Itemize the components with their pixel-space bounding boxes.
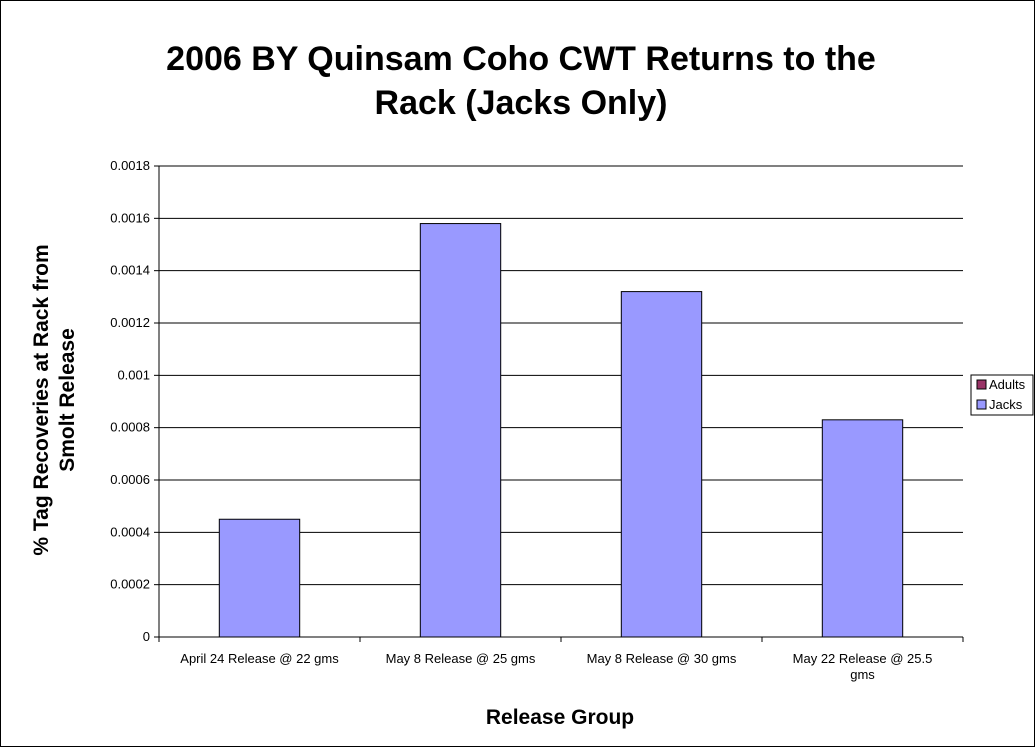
y-axis-title-line-1: % Tag Recoveries at Rack from xyxy=(30,244,53,555)
y-axis-title-line-2: Smolt Release xyxy=(56,328,79,472)
y-tick-labels: 0 0.0002 0.0004 0.0006 0.0008 0.001 0.0012 0.00… xyxy=(110,158,150,644)
chart-title-line-1: 2006 BY Quinsam Coho CWT Returns to the xyxy=(166,40,876,78)
y-tick-label: 0.0016 xyxy=(110,210,150,225)
chart-title: 2006 BY Quinsam Coho CWT Returns to the … xyxy=(41,37,1001,125)
bar-jacks xyxy=(419,223,502,638)
y-tick-label: 0.0008 xyxy=(110,420,150,435)
legend-label-adults: Adults xyxy=(989,377,1026,392)
axes xyxy=(154,165,964,642)
y-tick-label: 0.0002 xyxy=(110,577,150,592)
y-tick-label: 0.0004 xyxy=(110,524,150,539)
legend: Adults Jacks xyxy=(970,374,1034,416)
legend-swatch-adults xyxy=(976,379,987,390)
bar-jacks xyxy=(620,291,703,638)
x-axis-title: Release Group xyxy=(486,706,634,729)
chart-title-line-2: Rack (Jacks Only) xyxy=(374,84,668,122)
bar-jacks xyxy=(821,419,904,638)
y-tick-label: 0.0018 xyxy=(110,158,150,173)
y-tick-label: 0.001 xyxy=(117,367,150,382)
legend-label-jacks: Jacks xyxy=(989,397,1023,412)
x-tick-labels: April 24 Release @ 22 gms May 8 Release @… xyxy=(180,651,932,682)
y-tick-label: 0.0014 xyxy=(110,263,150,278)
y-axis-title: % Tag Recoveries at Rack from Smolt Rele… xyxy=(30,244,79,555)
bar-jacks xyxy=(218,518,301,638)
y-tick-label: 0.0006 xyxy=(110,472,150,487)
x-tick-label: May 22 Release @ 25.5 gms xyxy=(793,651,933,682)
x-tick-label: May 8 Release @ 30 gms xyxy=(587,651,737,666)
y-tick-label: 0.0012 xyxy=(110,315,150,330)
legend-swatch-jacks xyxy=(976,399,987,410)
x-tick-label: May 8 Release @ 25 gms xyxy=(386,651,536,666)
x-tick-label: April 24 Release @ 22 gms xyxy=(180,651,339,666)
y-tick-label: 0 xyxy=(143,629,150,644)
bars xyxy=(218,223,904,638)
